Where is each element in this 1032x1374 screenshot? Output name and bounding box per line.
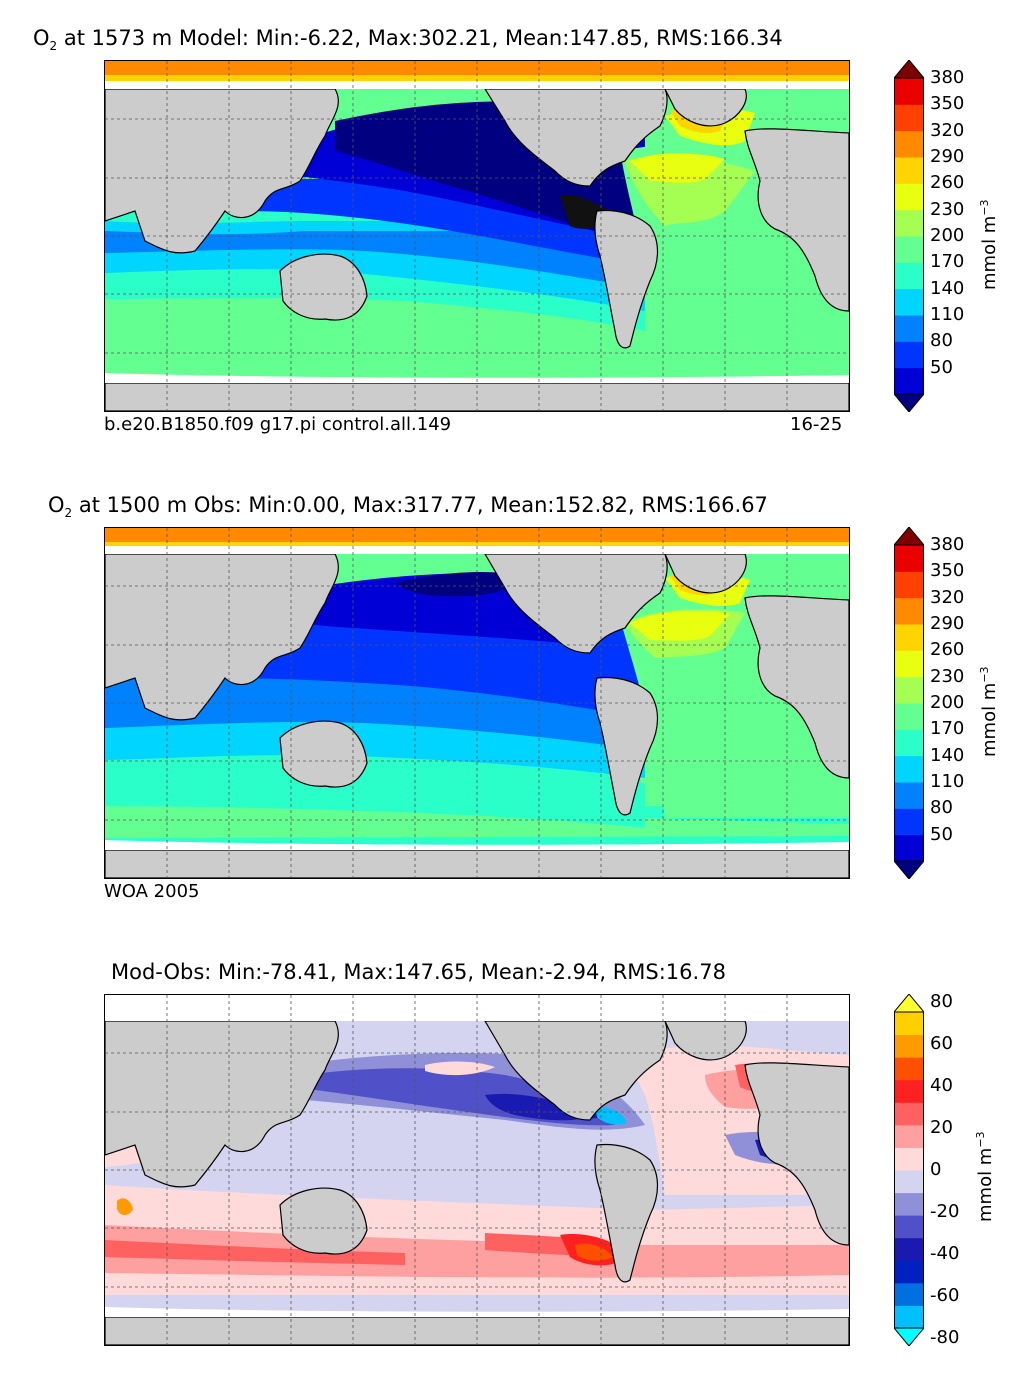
panel-2-colorbar-unit: mmol m−3 <box>978 666 1000 757</box>
colorbar-segment <box>894 571 924 599</box>
colorbar-min-extension <box>892 393 926 413</box>
colorbar-segment <box>894 1170 924 1194</box>
panel-1-caption-left: b.e20.B1850.f09 g17.pi control.all.149 <box>104 414 452 435</box>
colorbar-segment <box>894 729 924 757</box>
colorbar-segment <box>894 262 924 290</box>
colorbar-tick-label: 0 <box>930 1159 942 1180</box>
panel-2-title: O2 at 1500 m Obs: Min:0.00, Max:317.77, … <box>48 493 768 521</box>
colorbar-segment <box>894 597 924 625</box>
colorbar-segment <box>894 782 924 809</box>
colorbar-segment <box>894 755 924 783</box>
colorbar-tick-label: 80 <box>930 991 953 1012</box>
colorbar-tick-label: 290 <box>930 146 965 167</box>
colorbar-tick-label: 380 <box>930 534 965 555</box>
colorbar-segment <box>894 808 924 836</box>
colorbar-tick-label: 230 <box>930 198 965 220</box>
colorbar-segment <box>894 1057 924 1081</box>
panel-1-colorbar <box>892 59 926 413</box>
colorbar-tick-label: 60 <box>930 1033 953 1054</box>
colorbar-segment <box>894 1079 924 1103</box>
panel-1-title: O2 at 1573 m Model: Min:-6.22, Max:302.2… <box>33 26 783 54</box>
colorbar-segment <box>894 834 924 862</box>
colorbar-segment <box>894 1124 924 1148</box>
colorbar-segment <box>894 209 924 237</box>
colorbar-tick-label: -20 <box>930 1201 960 1222</box>
colorbar-tick-label: -40 <box>930 1243 960 1264</box>
colorbar-segment <box>894 545 924 572</box>
colorbar-tick-label: 170 <box>930 718 965 740</box>
colorbar-segment <box>894 1102 924 1126</box>
colorbar-segment <box>894 367 924 395</box>
colorbar-tick-label: -80 <box>930 1327 960 1348</box>
colorbar-max-extension <box>892 526 926 546</box>
panel-3-colorbar-unit: mmol m−3 <box>974 1131 996 1222</box>
colorbar-segment <box>894 650 924 678</box>
colorbar-tick-label: 140 <box>930 277 965 299</box>
colorbar-segment <box>894 183 924 211</box>
colorbar-segment <box>894 1012 924 1036</box>
colorbar-segment <box>894 1282 924 1306</box>
colorbar-tick-label: 20 <box>930 1117 953 1138</box>
colorbar-tick-label: 110 <box>930 771 965 792</box>
colorbar-tick-label: 260 <box>930 172 965 194</box>
colorbar-segment <box>894 676 924 704</box>
panel-1-map <box>104 60 850 412</box>
colorbar-tick-label: 320 <box>930 119 965 141</box>
colorbar-tick-label: 80 <box>930 330 953 352</box>
colorbar-segment <box>894 1260 924 1284</box>
colorbar-segment <box>894 104 924 132</box>
colorbar-min-extension <box>892 1327 926 1347</box>
panel-3-map <box>104 994 850 1346</box>
colorbar-segment <box>894 78 924 105</box>
colorbar-segment <box>894 157 924 184</box>
colorbar-segment <box>894 1192 924 1216</box>
panel-3-colorbar <box>892 993 926 1347</box>
colorbar-frame <box>894 1011 924 1329</box>
colorbar-tick-label: 140 <box>930 744 965 766</box>
colorbar-tick-label: 380 <box>930 67 965 88</box>
colorbar-tick-label: 110 <box>930 304 965 325</box>
colorbar-tick-label: 260 <box>930 639 965 661</box>
colorbar-tick-label: 350 <box>930 560 965 582</box>
colorbar-tick-label: 50 <box>930 823 953 845</box>
colorbar-min-extension <box>892 860 926 880</box>
colorbar-segment <box>894 1237 924 1261</box>
colorbar-segment <box>894 288 924 316</box>
colorbar-segment <box>894 1147 924 1171</box>
colorbar-max-extension <box>892 59 926 79</box>
colorbar-segment <box>894 624 924 651</box>
colorbar-tick-label: 320 <box>930 586 965 608</box>
colorbar-max-extension <box>892 993 926 1013</box>
colorbar-tick-label: 350 <box>930 93 965 115</box>
colorbar-segment <box>894 703 924 730</box>
colorbar-tick-label: 50 <box>930 356 953 378</box>
panel-2-colorbar <box>892 526 926 880</box>
panel-1-caption-right: 16-25 <box>790 414 843 435</box>
colorbar-frame <box>894 544 924 862</box>
colorbar-tick-label: 200 <box>930 225 965 246</box>
colorbar-segment <box>894 1215 924 1239</box>
panel-2-caption-left: WOA 2005 <box>104 881 200 902</box>
colorbar-segment <box>894 1034 924 1058</box>
panel-1-colorbar-unit: mmol m−3 <box>978 199 1000 290</box>
colorbar-tick-label: 80 <box>930 797 953 819</box>
colorbar-frame <box>894 77 924 395</box>
colorbar-tick-label: 230 <box>930 665 965 687</box>
colorbar-tick-label: 170 <box>930 251 965 273</box>
colorbar-segment <box>894 1305 924 1329</box>
colorbar-segment <box>894 341 924 369</box>
colorbar-tick-label: 290 <box>930 613 965 634</box>
colorbar-segment <box>894 130 924 158</box>
colorbar-tick-label: -60 <box>930 1285 960 1306</box>
colorbar-tick-label: 40 <box>930 1075 953 1096</box>
colorbar-segment <box>894 236 924 263</box>
panel-3-title: Mod-Obs: Min:-78.41, Max:147.65, Mean:-2… <box>111 960 726 984</box>
colorbar-tick-label: 200 <box>930 692 965 713</box>
colorbar-segment <box>894 315 924 342</box>
panel-2-map <box>104 527 850 879</box>
